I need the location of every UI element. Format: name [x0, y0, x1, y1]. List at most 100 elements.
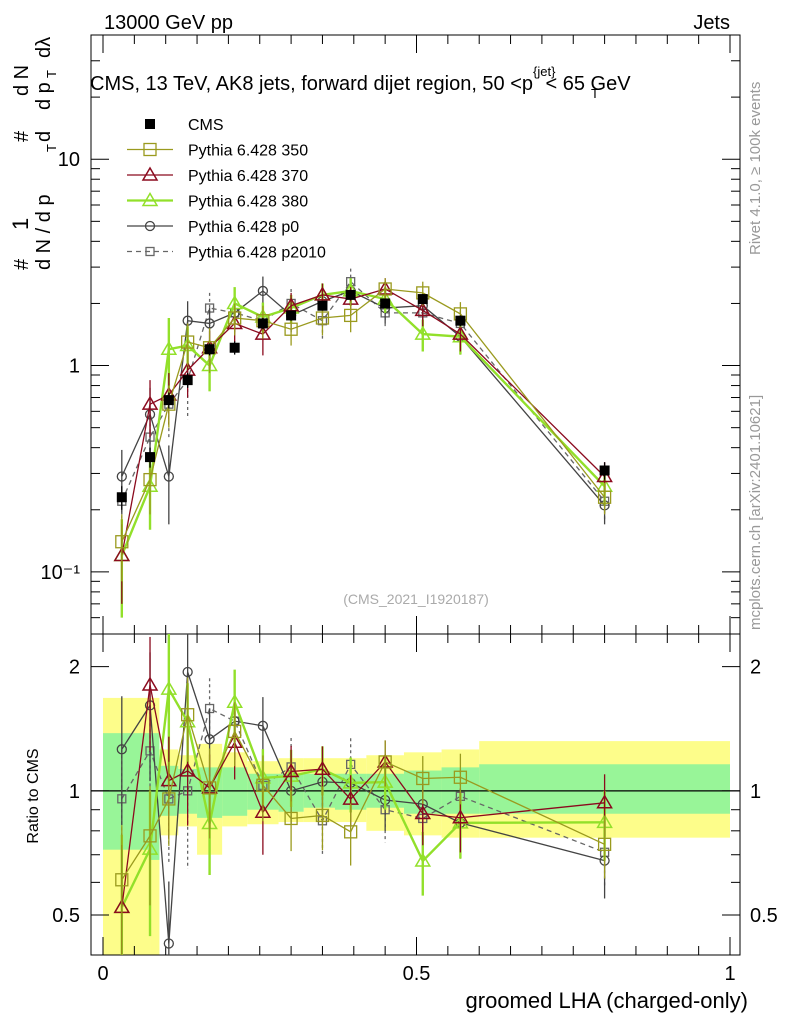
svg-text:dλ: dλ [33, 37, 55, 58]
point-cms [345, 289, 356, 300]
point-cms [455, 315, 466, 326]
ratio-point-p370 [282, 762, 300, 778]
ratio-point-p350 [180, 708, 195, 722]
header-left: 13000 GeV pp [104, 12, 233, 34]
ratio-ytick-label: 0.5 [52, 905, 80, 927]
point-cms [145, 452, 156, 463]
point-cms [286, 310, 297, 321]
rivet-watermark: Rivet 4.1.0, ≥ 100k events [747, 82, 764, 255]
series-line-p380 [120, 289, 606, 557]
point-p380 [160, 340, 178, 355]
point-p370 [452, 325, 469, 340]
legend-label-p0: Pythia 6.428 p0 [188, 219, 299, 236]
legend: CMS Pythia 6.428 350 Pythia 6.428 370 Pythi… [127, 117, 326, 262]
legend-marker-p0 [144, 220, 156, 232]
series-line-p350 [121, 288, 606, 543]
ratio-ytick-label-right: 0.5 [750, 905, 778, 927]
ratio-point-p350 [202, 781, 217, 795]
ratio-point-p350 [344, 825, 358, 839]
svg-text:#: # [11, 258, 33, 270]
ratio-point-p380 [414, 852, 432, 867]
legend-label-p370: Pythia 6.428 370 [188, 168, 308, 185]
ratio-point-p370 [141, 676, 159, 691]
point-p370 [414, 301, 432, 317]
main-ytick-label: 1 [69, 356, 80, 378]
series-line-p0 [121, 290, 606, 506]
ratio-line-p0 [121, 671, 605, 944]
plot-title: CMS, 13 TeV, AK8 jets, forward dijet reg… [90, 64, 631, 95]
main-ytick-label: 10⁻¹ [41, 562, 81, 584]
point-cms [317, 300, 328, 311]
svg-text:T: T [44, 144, 59, 152]
point-p350 [228, 311, 242, 325]
legend-marker-p2010 [145, 246, 155, 257]
point-p0 [116, 471, 127, 482]
ratio-band-inner-1 [150, 733, 160, 860]
point-cms [257, 318, 268, 329]
ratio-point-p370 [314, 760, 331, 775]
point-cms [204, 344, 215, 355]
ratio-point-p370 [452, 809, 469, 824]
legend-label-cms: CMS [188, 117, 224, 134]
point-cms [182, 375, 193, 386]
main-ytick-label: 10 [58, 149, 80, 171]
xtick-label: 1 [724, 963, 735, 985]
ratio-point-p0 [182, 666, 193, 678]
series-p0 [116, 276, 610, 525]
point-cms [229, 342, 240, 353]
svg-text:1: 1 [8, 218, 33, 230]
legend-label-p350: Pythia 6.428 350 [188, 143, 308, 160]
main-panel: 10⁻¹ 1 10 [41, 34, 741, 635]
series-p370 [113, 278, 613, 604]
point-cms [599, 465, 610, 476]
legend-marker-cms [145, 119, 155, 129]
header-right: Jets [693, 12, 730, 34]
point-p350 [315, 311, 330, 325]
svg-text:#: # [11, 130, 33, 142]
mcplots-watermark: mcplots.cern.ch [arXiv:2401.10621] [747, 395, 764, 630]
analysis-tag: (CMS_2021_I1920187) [343, 591, 489, 607]
ratio-ylabel: Ratio to CMS [25, 748, 42, 843]
series-line-p2010 [121, 280, 606, 502]
series-p2010 [117, 268, 610, 542]
point-p370 [141, 395, 159, 410]
legend-label-p380: Pythia 6.428 380 [188, 194, 308, 211]
point-p350 [115, 535, 129, 549]
point-p350 [344, 308, 358, 323]
point-p350 [378, 282, 392, 296]
svg-text:d: d [33, 131, 55, 142]
ratio-point-p350 [378, 755, 392, 769]
ratio-point-p0 [204, 734, 215, 745]
point-p0 [163, 471, 174, 482]
title-sub-t: T [591, 86, 599, 101]
ratio-point-p350 [228, 724, 242, 739]
xtick-label: 0.5 [403, 963, 431, 985]
ratio-point-p350 [162, 792, 176, 806]
x-axis-label: groomed LHA (charged-only) [466, 988, 748, 1013]
point-p350 [143, 472, 157, 487]
ratio-frame-border [90, 633, 741, 956]
point-p380 [414, 325, 432, 340]
point-p350 [284, 322, 298, 336]
series-line-p370 [121, 288, 606, 556]
ratio-point-p350 [284, 811, 298, 826]
ratio-point-p350 [597, 837, 612, 851]
ratio-point-p380 [160, 680, 178, 695]
ratio-point-p380 [376, 773, 394, 788]
legend-marker-p370 [141, 166, 159, 181]
point-p350 [597, 490, 612, 504]
legend-marker-p350 [143, 142, 157, 157]
ratio-ytick-label: 2 [69, 657, 80, 679]
ratio-panel: 0.5 0.5 1 1 2 2 0 0.5 1 [52, 633, 778, 985]
ratio-point-p350 [256, 778, 270, 792]
svg-text:d p: d p [33, 82, 55, 110]
ratio-point-p0 [163, 938, 174, 949]
point-cms [380, 298, 391, 309]
point-cms [116, 492, 127, 503]
ratio-point-p350 [115, 873, 129, 887]
point-p0 [257, 285, 269, 297]
point-p370 [314, 286, 331, 301]
point-p350 [180, 335, 195, 349]
ratio-ytick-label-right: 1 [750, 781, 761, 803]
point-p0 [204, 318, 215, 329]
